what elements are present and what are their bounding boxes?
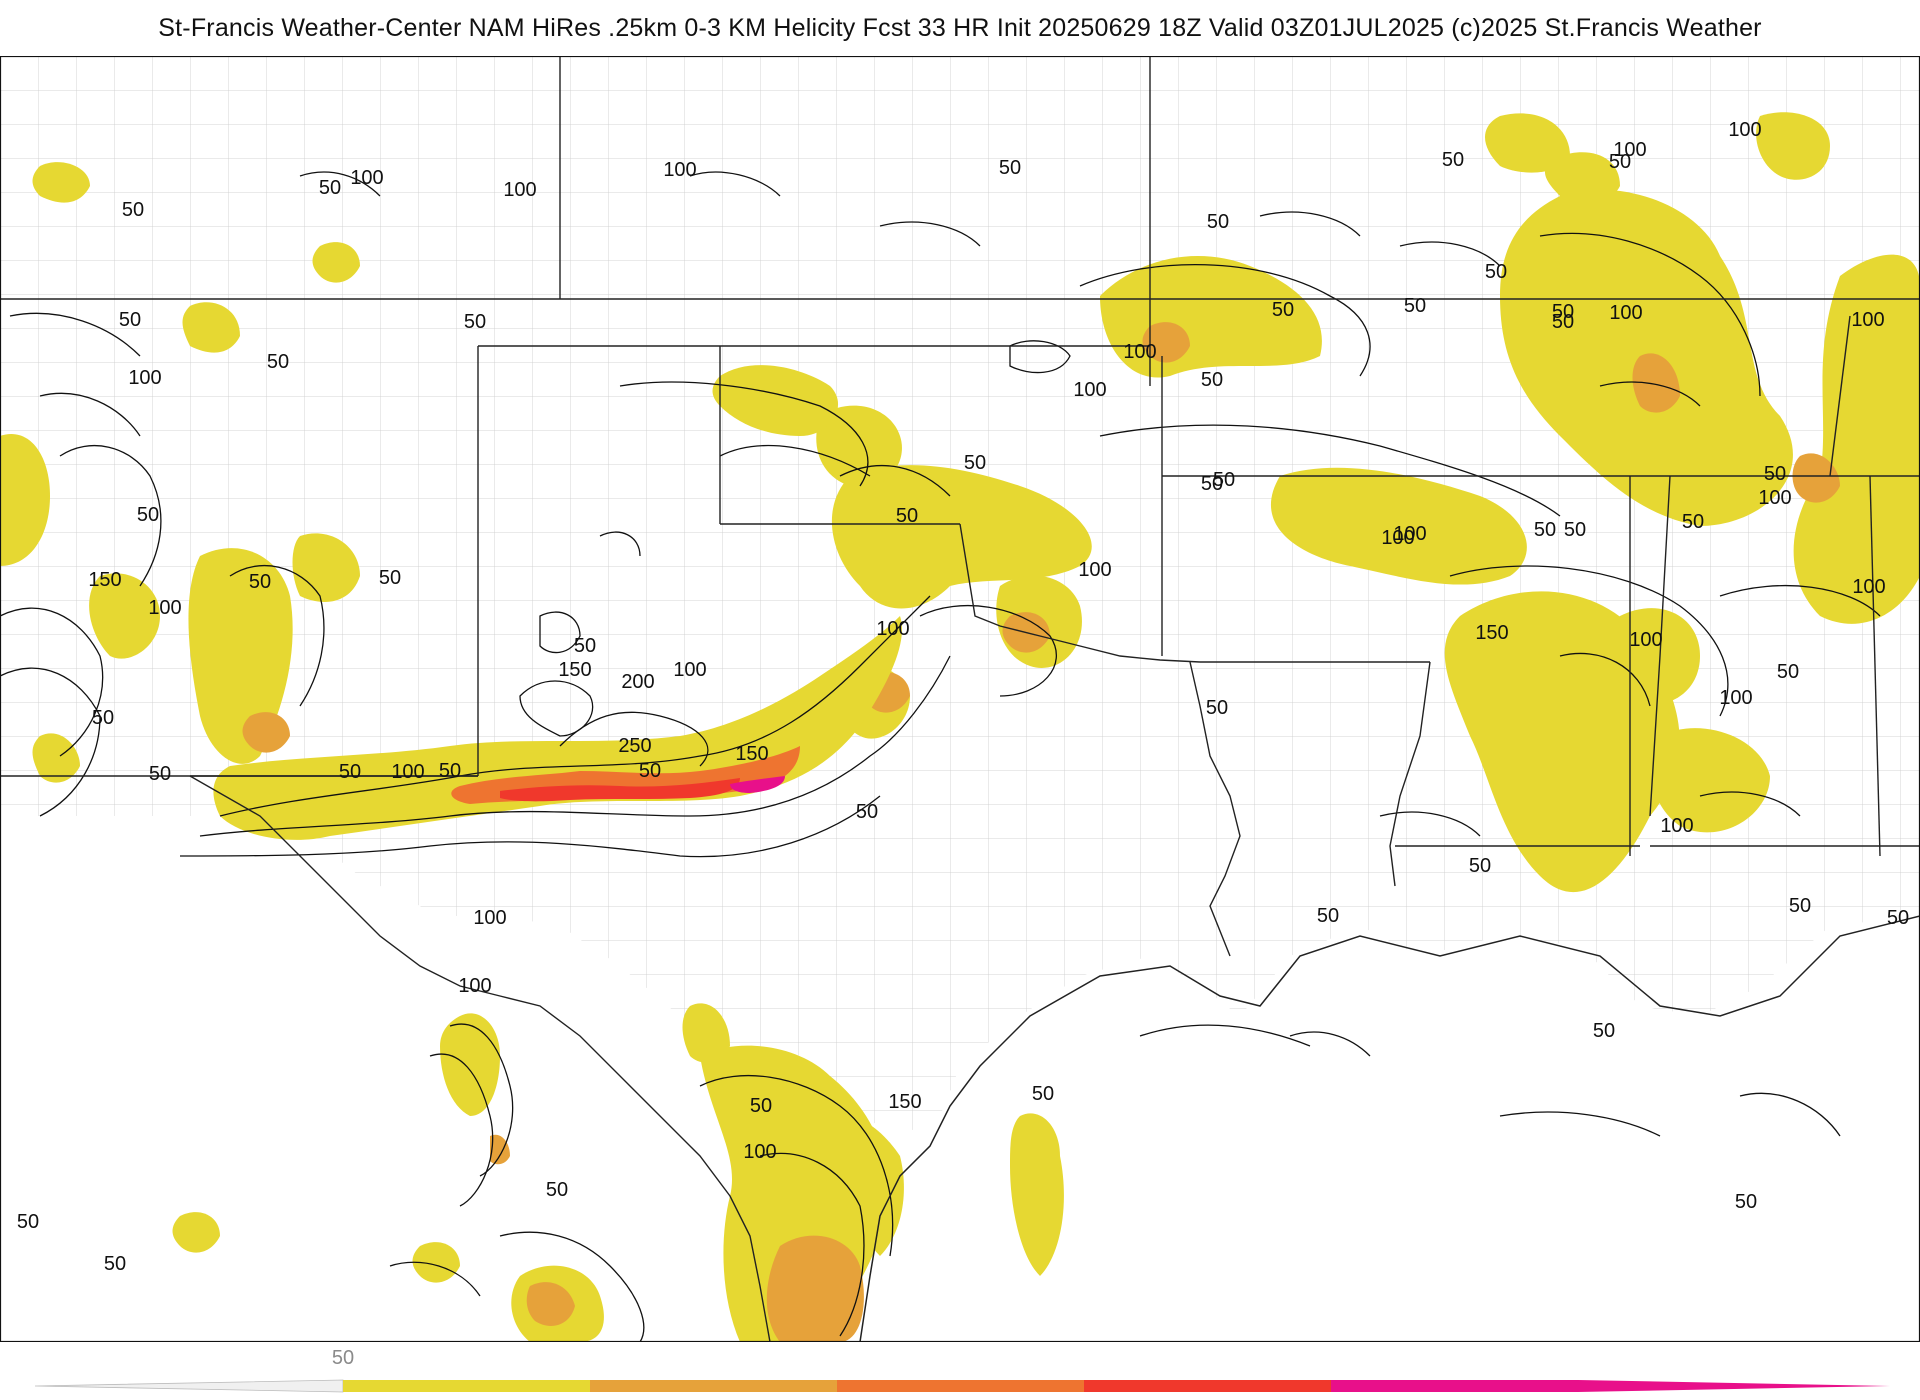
contour-label: 50 <box>1552 311 1574 333</box>
contour-label: 50 <box>319 177 341 199</box>
map-frame: 50 100 100 100 50 50 50 50 100 50 150 100 50 50 50 50 50… <box>0 56 1920 1342</box>
contour-label: 100 <box>673 659 706 681</box>
contour-label: 100 <box>743 1141 776 1163</box>
contour-label: 100 <box>1719 687 1752 709</box>
contour-label: 50 <box>104 1253 126 1275</box>
contour-label: 50 <box>750 1095 772 1117</box>
contour-label: 150 <box>1475 622 1508 644</box>
contour-label: 50 <box>464 311 486 333</box>
map-title: St-Francis Weather-Center NAM HiRes .25k… <box>158 13 1762 42</box>
rio-grande-border <box>189 775 771 1342</box>
contour-label: 50 <box>999 157 1021 179</box>
contour-label: 50 <box>439 760 461 782</box>
contour-label: 50 <box>1207 211 1229 233</box>
contour-label: 50 <box>1564 519 1586 541</box>
contour-label: 200 <box>621 671 654 693</box>
contour-label: 100 <box>1852 576 1885 598</box>
contour-label: 150 <box>888 1091 921 1113</box>
contour-label: 100 <box>148 597 181 619</box>
contour-label: 50 <box>122 199 144 221</box>
contour-label: 50 <box>339 761 361 783</box>
colorbar-segment <box>1084 1380 1332 1392</box>
contour-label: 50 <box>1887 907 1909 929</box>
colorbar-segment <box>837 1380 1085 1392</box>
contour-label: 100 <box>391 761 424 783</box>
contour-label: 50 <box>149 763 171 785</box>
contour-label: 100 <box>503 179 536 201</box>
contour-label: 100 <box>1851 309 1884 331</box>
contour-label: 150 <box>735 743 768 765</box>
contour-label: 50 <box>1735 1191 1757 1213</box>
contour-label: 100 <box>458 975 491 997</box>
contour-label: 50 <box>137 504 159 526</box>
contour-label: 50 <box>1593 1020 1615 1042</box>
contour-label: 100 <box>1123 341 1156 363</box>
contour-label: 50 <box>1213 469 1235 491</box>
contour-label: 50 <box>1789 895 1811 917</box>
contour-label: 50 <box>1201 369 1223 391</box>
contour-label: 50 <box>267 351 289 373</box>
contour-label: 50 <box>379 567 401 589</box>
helicity-shading-100 <box>242 322 1840 1342</box>
contour-label: 50 <box>964 452 986 474</box>
contour-label: 250 <box>618 735 651 757</box>
contour-label: 100 <box>128 367 161 389</box>
contour-label: 100 <box>1758 487 1791 509</box>
contour-label: 50 <box>1777 661 1799 683</box>
state-borders <box>0 56 1920 957</box>
contour-label: 50 <box>1485 261 1507 283</box>
contour-label: 50 <box>896 505 918 527</box>
contour-label: 50 <box>1206 697 1228 719</box>
colorbar-segment <box>343 1380 591 1392</box>
contour-label: 50 <box>574 635 596 657</box>
contour-label: 50 <box>1201 473 1223 495</box>
contour-label: 100 <box>1393 523 1426 545</box>
contour-label: 50 <box>1609 151 1631 173</box>
colorbar-tick-label: 50 <box>332 1347 354 1369</box>
contour-label: 50 <box>1032 1083 1054 1105</box>
contour-label: 100 <box>1381 527 1414 549</box>
contour-label: 50 <box>249 571 271 593</box>
helicity-shading-150 <box>213 616 902 840</box>
contour-label: 100 <box>350 167 383 189</box>
contour-label: 50 <box>1469 855 1491 877</box>
contour-label: 100 <box>1613 139 1646 161</box>
contour-label: 150 <box>558 659 591 681</box>
contour-label: 50 <box>1442 149 1464 171</box>
contour-label: 100 <box>473 907 506 929</box>
contour-label: 50 <box>1552 301 1574 323</box>
contour-label: 50 <box>1317 905 1339 927</box>
contour-label: 100 <box>1609 302 1642 324</box>
contour-label: 50 <box>1534 519 1556 541</box>
contour-label: 50 <box>1272 299 1294 321</box>
helicity-contours <box>0 171 1881 1342</box>
contour-label: 50 <box>639 760 661 782</box>
colorbar-left-extension <box>34 1379 344 1393</box>
contour-label: 50 <box>119 309 141 331</box>
colorbar: 50 <box>0 1342 1920 1400</box>
colorbar-segment <box>590 1380 838 1392</box>
contour-label: 100 <box>663 159 696 181</box>
colorbar-right-extension <box>1578 1380 1890 1392</box>
contour-label: 100 <box>876 618 909 640</box>
contour-label: 50 <box>856 801 878 823</box>
contour-label: 50 <box>1764 463 1786 485</box>
contour-label: 150 <box>88 569 121 591</box>
contour-label: 50 <box>92 707 114 729</box>
title-bar: St-Francis Weather-Center NAM HiRes .25k… <box>0 0 1920 56</box>
contour-label: 100 <box>1728 119 1761 141</box>
contour-label: 100 <box>1660 815 1693 837</box>
contour-label: 50 <box>546 1179 568 1201</box>
contour-label: 50 <box>1404 295 1426 317</box>
contour-label: 100 <box>1629 629 1662 651</box>
contour-label: 50 <box>1682 511 1704 533</box>
coastline <box>859 915 1920 1342</box>
contour-label: 100 <box>1078 559 1111 581</box>
contour-label: 50 <box>17 1211 39 1233</box>
colorbar-segment <box>1331 1380 1579 1392</box>
contour-label: 100 <box>1073 379 1106 401</box>
county-borders <box>0 56 1920 1136</box>
